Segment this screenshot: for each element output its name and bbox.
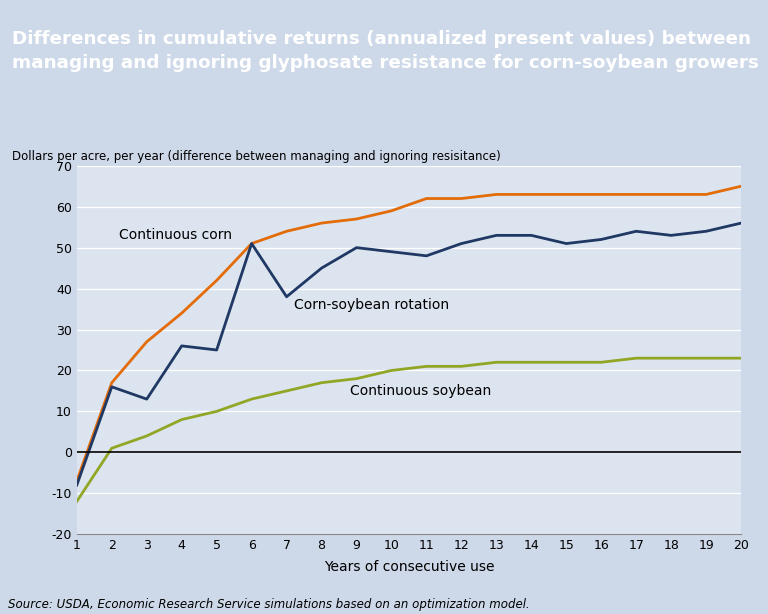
Text: Dollars per acre, per year (difference between managing and ignoring resisitance: Dollars per acre, per year (difference b… xyxy=(12,150,500,163)
X-axis label: Years of consecutive use: Years of consecutive use xyxy=(323,561,495,574)
Text: Differences in cumulative returns (annualized present values) between
managing a: Differences in cumulative returns (annua… xyxy=(12,29,758,72)
Text: Corn-soybean rotation: Corn-soybean rotation xyxy=(293,298,449,312)
Text: Source: USDA, Economic Research Service simulations based on an optimization mod: Source: USDA, Economic Research Service … xyxy=(8,598,529,611)
Text: Continuous soybean: Continuous soybean xyxy=(349,384,491,398)
Text: Continuous corn: Continuous corn xyxy=(119,228,232,243)
